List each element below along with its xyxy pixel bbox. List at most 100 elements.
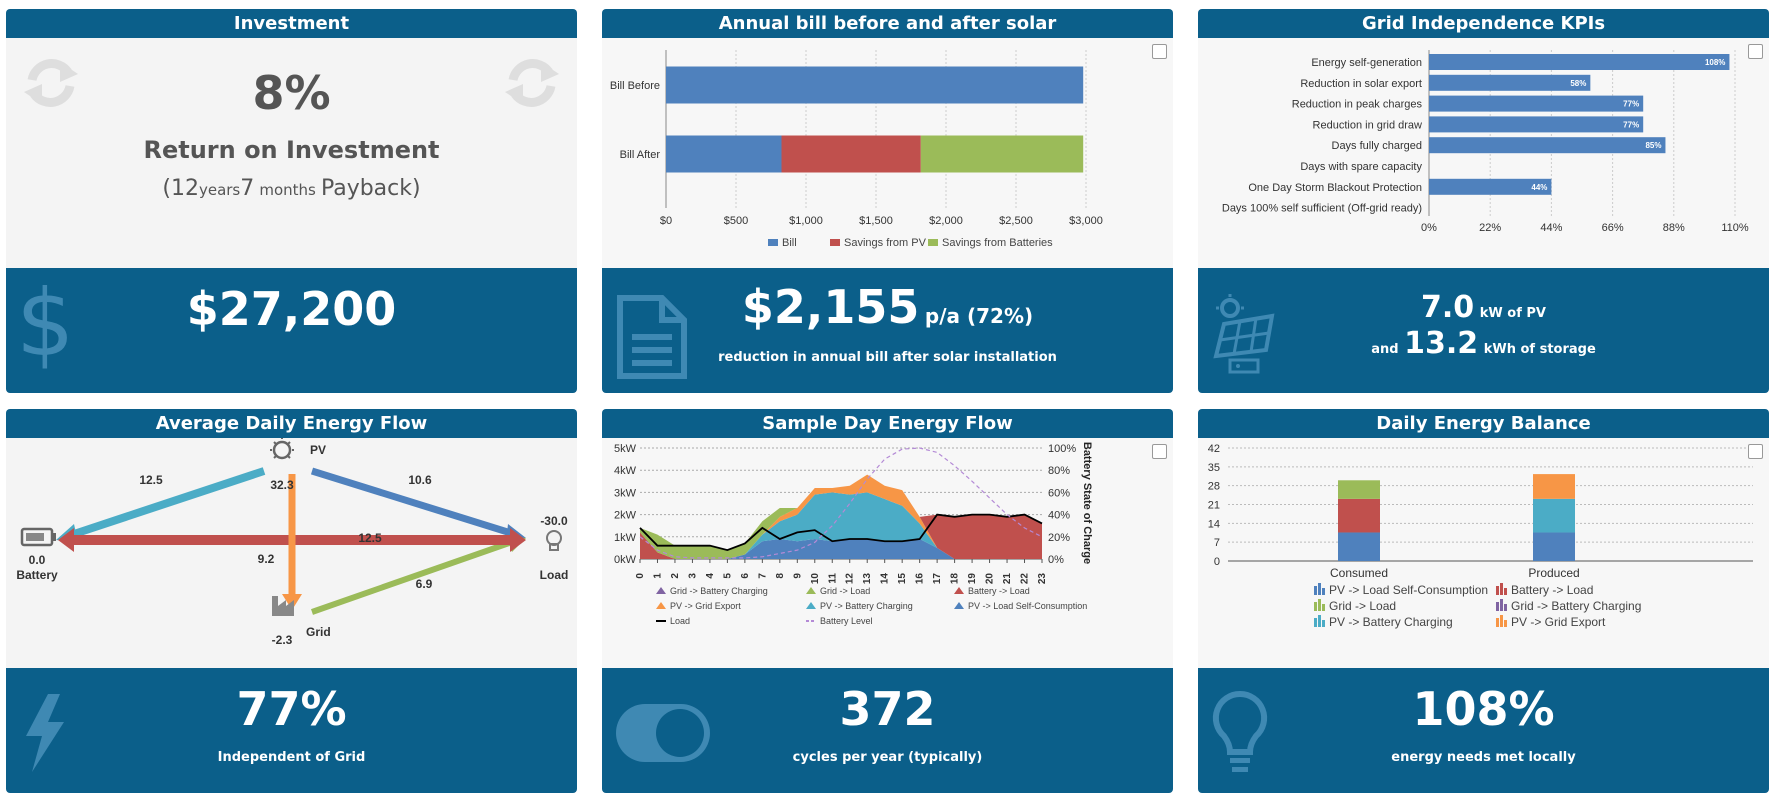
legend-swatch [1322,604,1325,611]
x-tick-label: 88% [1663,222,1685,234]
bar-segment [666,135,782,173]
x-tick-label: $0 [660,215,672,227]
kpi-panel: Grid Independence KPIs 0% 22% 44% 66% 88% 110… [1198,9,1769,393]
edge-label: 12.5 [358,531,382,545]
energy-met-value: 108% [1412,682,1555,736]
download-icon[interactable] [1152,444,1167,459]
column-segment [1533,532,1575,561]
toggle-icon [616,704,710,762]
x-tick-label: 3 [687,573,698,579]
legend-swatch [1504,620,1507,627]
area-series [640,539,1042,559]
download-icon[interactable] [1748,44,1763,59]
area-series [640,474,1042,559]
y-tick-label: 1kW [614,532,637,544]
flow-pv-battery [66,467,266,540]
balance-title: Daily Energy Balance [1198,409,1769,438]
category-label: Bill Before [610,80,660,92]
edge-label: 10.6 [408,473,432,487]
x-tick-label: 8 [775,573,786,579]
column-segment [1533,474,1575,499]
investment-title: Investment [6,9,577,38]
flow-footer: 77% Independent of Grid [6,668,577,793]
legend-label: Load [670,616,690,626]
legend-label: Grid -> Battery Charging [670,586,768,596]
sun-icon [270,438,294,460]
column-segment [1533,498,1575,533]
legend-swatch [1318,599,1321,611]
storage-size: and 13.2 kWh of storage [1371,326,1596,361]
kpi-chart-area: 0% 22% 44% 66% 88% 110% Energy self-generation… [1198,38,1769,268]
flow-battery-load-arrow [58,528,74,552]
x-tick-label: 21 [1002,573,1013,585]
balance-panel: Daily Energy Balance 0 7 14 21 28 35 42 Consume… [1198,409,1769,793]
pv-value: 32.3 [270,478,294,492]
kpi-bar [1429,95,1644,112]
cycles-caption: cycles per year (typically) [792,750,983,765]
x-tick-label: $3,000 [1069,215,1103,227]
flow-panel: Average Daily Energy Flow [6,409,577,793]
kpi-bar [1429,178,1552,195]
x-tick-label: $1,000 [789,215,823,227]
bar-value-label: 77% [1623,120,1639,129]
download-icon[interactable] [1152,44,1167,59]
kpi-title: Grid Independence KPIs [1198,9,1769,38]
bill-caption: reduction in annual bill after solar ins… [718,350,1057,365]
refresh-icon[interactable] [20,52,82,114]
dollar-icon: $ [16,270,75,377]
category-label: Consumed [1330,566,1388,580]
flow-grid-load [311,539,513,615]
sample-title: Sample Day Energy Flow [602,409,1173,438]
category-label: Reduction in solar export [1300,78,1422,90]
y-tick-label: 42 [1208,443,1220,455]
cycles-value: 372 [839,682,936,736]
x-tick-label: $2,500 [999,215,1033,227]
y-tick-label: 21 [1208,500,1220,512]
y-tick-label: 3kW [614,487,637,499]
kpi-bar [1429,116,1644,133]
legend-swatch [768,239,778,246]
lightbulb-icon [546,530,562,551]
x-tick-label: 11 [827,573,838,584]
y-tick-label: 4kW [614,465,637,477]
download-icon[interactable] [1748,444,1763,459]
lightning-icon [26,694,64,772]
edge-label: 9.2 [258,552,275,566]
y2-tick-label: 20% [1048,532,1070,544]
legend-swatch [1504,604,1507,611]
x-tick-label: 10 [810,573,821,585]
category-label: Days 100% self sufficient (Off-grid read… [1222,203,1422,215]
legend-swatch [1322,620,1325,627]
y-tick-label: 0 [1214,556,1220,568]
legend-label: PV -> Load Self-Consumption [1329,583,1488,597]
legend-swatch [1318,615,1321,627]
battery-value: 0.0 [29,553,46,567]
legend-swatch [656,602,666,609]
x-tick-label: 14 [880,573,891,585]
payback-text: (12years7 months Payback) [162,176,421,201]
x-tick-label: 66% [1602,222,1624,234]
legend-swatch [1496,586,1499,595]
bar-segment [666,66,1084,104]
document-icon [617,295,687,379]
x-tick-label: 19 [967,573,978,585]
legend-label: Battery -> Load [968,586,1030,596]
energy-met-caption: energy needs met locally [1391,750,1576,765]
bill-title: Annual bill before and after solar [602,9,1173,38]
legend-label: Savings from PV [844,237,927,249]
pv-label: PV [310,443,326,457]
category-label: Bill After [620,149,661,161]
column-segment [1338,480,1380,499]
y2-tick-label: 60% [1048,487,1070,499]
x-tick-label: 6 [740,573,751,579]
legend-label: PV -> Load Self-Consumption [968,601,1087,611]
x-tick-label: 110% [1721,222,1749,234]
grid-independence-caption: Independent of Grid [217,750,366,765]
refresh-icon[interactable] [501,52,563,114]
category-label: Reduction in peak charges [1292,99,1423,111]
y2-axis-label: Battery State of Charge [1081,442,1093,564]
legend-label: PV -> Battery Charging [1329,615,1453,629]
load-label: Load [540,568,569,582]
investment-panel: Investment 8% Return on Investment (12ye… [6,9,577,393]
x-tick-label: 2 [670,573,681,579]
